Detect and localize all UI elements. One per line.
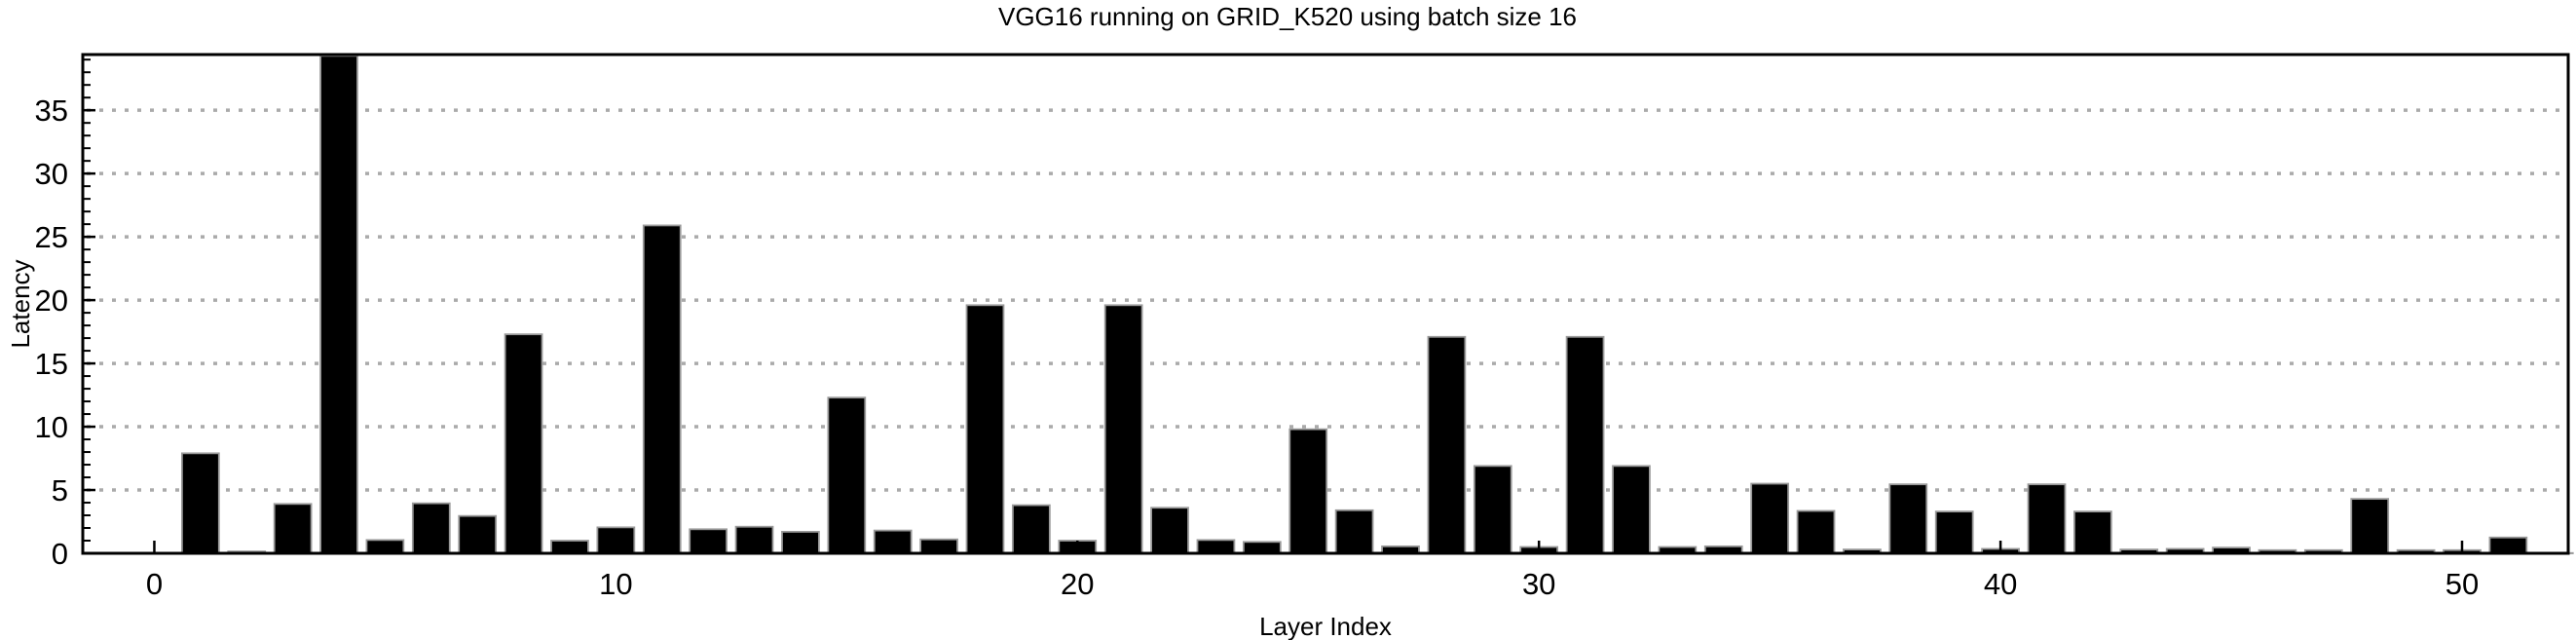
x-tick-label-30: 30 [1522, 567, 1555, 601]
y-tick-label-15: 15 [35, 347, 68, 381]
y-tick-label-25: 25 [35, 220, 68, 254]
bar-layer-21 [1103, 304, 1143, 554]
bar-layer-24 [1242, 541, 1282, 554]
bar-layer-35 [1750, 482, 1789, 554]
bar-layer-28 [1427, 335, 1467, 554]
x-tick-label-40: 40 [1984, 567, 2017, 601]
bar-layer-23 [1196, 539, 1236, 554]
x-tick-label-10: 10 [599, 567, 632, 601]
plot-frame [81, 53, 2570, 555]
y-tick-label-30: 30 [35, 157, 68, 191]
bar-layer-36 [1796, 509, 1836, 554]
bar-layer-32 [1612, 465, 1651, 554]
chart-title: VGG16 running on GRID_K520 using batch s… [998, 2, 1577, 31]
bar-layer-26 [1334, 508, 1374, 554]
y-tick-label-0: 0 [52, 537, 68, 571]
bar-layer-31 [1565, 335, 1605, 554]
bar-layer-1 [180, 452, 220, 554]
y-axis-label: Latency [6, 259, 35, 348]
bar-layer-3 [273, 503, 313, 554]
bar-layer-13 [734, 525, 774, 554]
bar-layer-15 [827, 396, 867, 554]
bar-layer-7 [458, 514, 498, 554]
bar-layer-8 [504, 333, 543, 554]
bar-layer-51 [2488, 536, 2528, 554]
bar-layer-38 [1888, 483, 1928, 554]
bar-layer-11 [642, 224, 682, 554]
bars [134, 55, 2574, 554]
bar-layer-4 [319, 55, 358, 554]
bar-layer-16 [873, 529, 913, 554]
y-tick-label-5: 5 [52, 473, 68, 508]
y-tick-label-20: 20 [35, 283, 68, 318]
bar-layer-41 [2027, 483, 2067, 554]
x-tick-label-50: 50 [2445, 567, 2479, 601]
bar-layer-12 [689, 528, 728, 554]
bar-layer-17 [919, 538, 958, 554]
bar-layer-39 [1934, 510, 1974, 554]
bar-layer-22 [1150, 507, 1189, 554]
bar-layer-9 [550, 540, 589, 554]
x-axis-label: Layer Index [1259, 612, 1392, 640]
y-tick-label-10: 10 [35, 410, 68, 444]
bar-layer-5 [365, 539, 405, 554]
bar-layer-18 [965, 304, 1005, 554]
bar-layer-25 [1288, 428, 1328, 554]
bar-layer-42 [2073, 510, 2112, 554]
bar-layer-19 [1012, 504, 1051, 554]
axes: 0 10 20 30 40 50 0 5 10 15 20 25 30 35 [35, 53, 2570, 601]
gridlines [87, 108, 2565, 492]
bar-layer-14 [781, 531, 820, 554]
bar-layer-48 [2350, 498, 2390, 554]
x-tick-label-20: 20 [1061, 567, 1094, 601]
bar-layer-29 [1473, 465, 1512, 554]
bar-layer-6 [411, 502, 451, 554]
y-tick-label-35: 35 [35, 94, 68, 128]
x-tick-label-0: 0 [146, 567, 163, 601]
